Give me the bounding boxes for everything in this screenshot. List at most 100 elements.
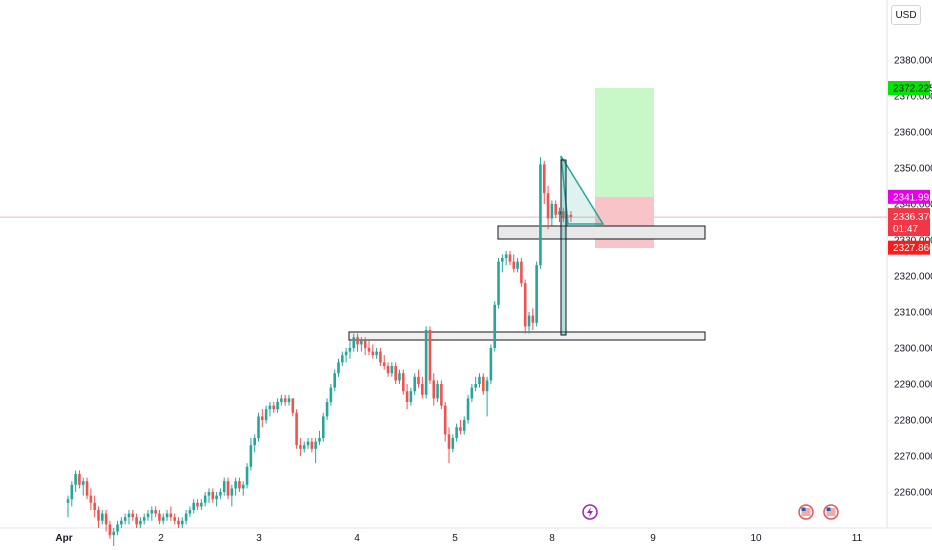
price-badge[interactable] (888, 80, 930, 95)
candle-body (276, 402, 279, 410)
candle-body (413, 376, 417, 392)
x-tick-label: 5 (452, 533, 458, 544)
candle-body (207, 492, 211, 496)
y-tick-label: 2260.000 (894, 488, 932, 499)
candle-body (531, 315, 535, 323)
candle-body (390, 366, 394, 374)
candle-body (462, 420, 466, 431)
candle-body (161, 517, 165, 521)
pennant-triangle[interactable] (560, 155, 605, 225)
candle-body (550, 204, 554, 219)
candle-body (85, 481, 89, 496)
candle-body (173, 517, 176, 521)
currency-selector-button[interactable]: USD (891, 5, 921, 25)
candle-body (283, 398, 287, 402)
candle-body (188, 510, 192, 514)
candle-body (333, 373, 336, 388)
candle-body (74, 474, 77, 485)
candle-body (257, 416, 260, 438)
y-tick-label: 2300.000 (894, 344, 932, 355)
candle-body (81, 481, 85, 485)
candle-body (367, 348, 371, 352)
candle-body (78, 474, 81, 485)
candle-body (451, 438, 455, 449)
candle-body (344, 351, 348, 356)
candle-body (177, 520, 180, 525)
candle-body (466, 398, 470, 420)
y-tick-label: 2290.000 (894, 380, 932, 391)
y-tick-label: 2340.000 (894, 200, 932, 211)
candle-body (356, 337, 359, 345)
x-tick-label: 9 (650, 533, 656, 544)
support-zone-rectangle[interactable] (348, 331, 706, 341)
price-badge[interactable] (888, 240, 930, 255)
y-tick-label: 2350.000 (894, 164, 932, 175)
candle-body (440, 384, 443, 406)
candle-body (139, 520, 142, 525)
flag-canton (826, 507, 831, 511)
candle-body (542, 164, 546, 194)
candle-body (154, 510, 157, 514)
candle-body (447, 434, 451, 449)
candle-body (348, 348, 352, 352)
price-badge-label: 2341.992 (893, 192, 932, 203)
x-tick-label: 8 (549, 533, 555, 544)
candle-body (203, 495, 207, 503)
candle-body (93, 502, 96, 510)
candle-body (226, 481, 230, 496)
candle-body (417, 376, 420, 384)
current-price-badge[interactable] (888, 208, 930, 237)
price-badge-label: 2372.225 (893, 83, 932, 94)
lightning-bolt-icon (587, 507, 593, 517)
y-tick-label: 2310.000 (894, 308, 932, 319)
candle-body (253, 438, 256, 446)
candle-body (375, 351, 378, 356)
candle-body (329, 387, 333, 402)
price-badge[interactable] (888, 189, 930, 204)
candle-body (497, 261, 500, 305)
candle-body (291, 398, 295, 413)
candle-body (394, 366, 397, 381)
candle-body (123, 517, 127, 521)
candle-body (299, 445, 302, 449)
candle-body (379, 351, 382, 363)
candle-body (238, 481, 241, 489)
flagpole-rectangle[interactable] (560, 159, 567, 336)
candle-body (234, 481, 237, 489)
candle-body (516, 261, 519, 269)
resistance-zone-rectangle[interactable] (497, 225, 706, 240)
candle-body (310, 441, 314, 449)
candle-body (504, 254, 508, 258)
profit-target-zone[interactable] (595, 88, 654, 197)
candle-body (481, 376, 485, 392)
candle-body (562, 211, 565, 219)
candle-body (314, 441, 317, 449)
candle-body (184, 513, 188, 521)
stop-loss-zone[interactable] (595, 196, 654, 248)
us-flag-event-icon[interactable] (798, 504, 814, 520)
candle-body (527, 315, 531, 327)
candle-body (443, 405, 447, 435)
candle-body (215, 495, 218, 500)
candle-body (512, 261, 516, 269)
candle-body (280, 398, 283, 402)
candle-body (508, 254, 512, 262)
candle-body (219, 492, 222, 496)
candle-body (97, 510, 100, 521)
y-tick-label: 2360.000 (894, 128, 932, 139)
x-tick-label: 3 (256, 533, 262, 544)
x-tick-label: Apr (55, 533, 72, 544)
candle-body (405, 391, 409, 402)
candle-body (421, 384, 424, 395)
y-tick-label: 2370.000 (894, 92, 932, 103)
candle-body (569, 214, 573, 218)
candle-body (363, 340, 367, 348)
candle-body (360, 340, 363, 345)
candle-body (554, 204, 557, 215)
price-badge-label: 2327.866 (893, 243, 932, 254)
y-tick-label: 2380.000 (894, 56, 932, 67)
us-flag-event-icon[interactable] (823, 504, 839, 520)
candle-body (424, 330, 428, 395)
candle-body (211, 492, 215, 500)
